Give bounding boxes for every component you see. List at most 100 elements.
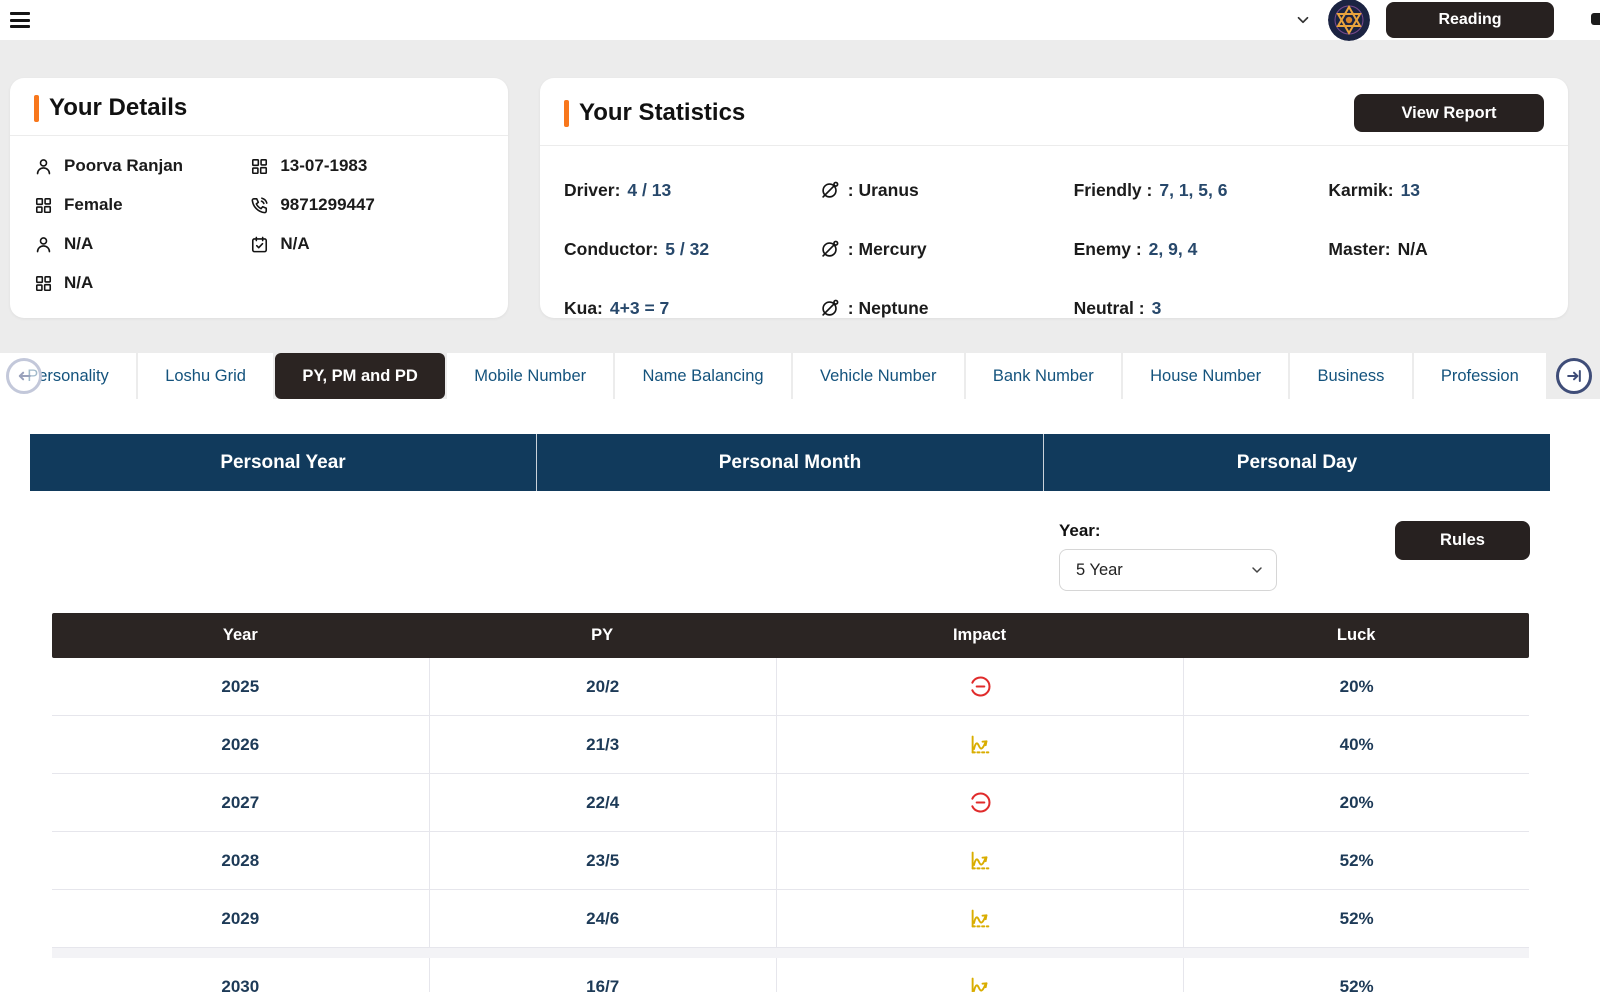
cell-py: 22/4 <box>428 774 776 831</box>
tab-py-pm-and-pd[interactable]: PY, PM and PD <box>275 353 446 399</box>
detail-item-text: 9871299447 <box>280 195 375 214</box>
detail-item-text: 13-07-1983 <box>280 156 368 175</box>
tab-loshu-grid[interactable]: Loshu Grid <box>138 353 274 399</box>
year-range-select[interactable]: 5 Year <box>1059 549 1277 591</box>
cards-row: Your Details Poorva Ranjan 13-07-1983 Fema… <box>0 40 1600 318</box>
scroll-right-icon[interactable] <box>1556 358 1592 394</box>
stat-planet: : Mercury <box>819 237 1074 261</box>
stats-extras-column: Karmik: 13 Master: N/A <box>1328 178 1544 355</box>
section-personal-month[interactable]: Personal Month <box>536 434 1043 491</box>
personal-sections-bar: Personal Year Personal Month Personal Da… <box>30 434 1550 491</box>
tab-mobile-number[interactable]: Mobile Number <box>447 353 614 399</box>
tab-business[interactable]: Business <box>1290 353 1412 399</box>
top-bar: Reading <box>0 0 1600 41</box>
person-icon <box>34 157 53 176</box>
table-body: 2025 20/2 20% 2026 21/3 40% 2027 22/4 20% 2028 23/… <box>52 658 1529 992</box>
phone-icon <box>250 196 269 215</box>
accent-bar <box>34 94 39 122</box>
detail-item: 9871299447 <box>250 195 484 215</box>
statistics-grid: Driver: 4 / 13 Conductor: 5 / 32 Kua: 4+3 = 7… <box>564 178 1544 355</box>
divider <box>10 135 508 136</box>
cell-luck: 20% <box>1183 774 1529 831</box>
cell-py: 20/2 <box>428 658 776 715</box>
avatar[interactable] <box>1328 0 1370 41</box>
detail-item: Poorva Ranjan <box>34 156 250 176</box>
planet-icon <box>819 297 841 319</box>
tab-profession[interactable]: Profession <box>1413 353 1546 399</box>
grid-icon <box>250 157 269 176</box>
negative-impact-icon <box>967 789 994 816</box>
person-icon <box>34 235 53 254</box>
rules-button[interactable]: Rules <box>1395 521 1530 560</box>
tab-vehicle-number[interactable]: Vehicle Number <box>792 353 964 399</box>
stats-metrics-column: Driver: 4 / 13 Conductor: 5 / 32 Kua: 4+3 = 7 <box>564 178 819 355</box>
detail-item: N/A <box>34 273 250 293</box>
detail-item: Female <box>34 195 250 215</box>
cell-year: 2027 <box>221 792 260 812</box>
divider <box>540 145 1568 146</box>
detail-item-text: Female <box>64 195 123 214</box>
section-personal-year[interactable]: Personal Year <box>220 451 346 473</box>
cell-impact <box>775 890 1184 947</box>
hamburger-menu-icon[interactable] <box>10 12 30 28</box>
cell-py: 16/7 <box>428 958 776 992</box>
statistics-card-title: Your Statistics <box>579 99 746 126</box>
stat-planet: : Uranus <box>819 178 1074 202</box>
planet-icon <box>819 179 841 201</box>
positive-impact-icon <box>967 731 994 758</box>
stat-metric: Kua: 4+3 = 7 <box>564 297 670 318</box>
positive-impact-icon <box>967 847 994 874</box>
tab-bar: Personality Loshu Grid PY, PM and PD Mobile… <box>0 353 1600 399</box>
personal-year-table: Year PY Impact Luck 2025 20/2 20% 2026 21/3 4… <box>52 613 1529 992</box>
cell-impact <box>775 832 1184 889</box>
accent-bar <box>564 99 569 127</box>
tab-bank-number[interactable]: Bank Number <box>965 353 1121 399</box>
planet-icon <box>819 238 841 260</box>
cell-impact <box>775 658 1184 715</box>
tabs-list: Personality Loshu Grid PY, PM and PD Mobile… <box>0 353 1600 399</box>
stat-metric: Conductor: 5 / 32 <box>564 238 710 259</box>
details-card-title: Your Details <box>49 94 188 121</box>
cell-year: 2029 <box>221 908 260 928</box>
section-personal-day[interactable]: Personal Day <box>1043 434 1550 491</box>
cell-luck: 52% <box>1183 890 1529 947</box>
stat-relation: Enemy :2, 9, 4 <box>1073 238 1198 259</box>
table-row: 2027 22/4 20% <box>52 774 1529 832</box>
view-report-button[interactable]: View Report <box>1354 94 1544 132</box>
cell-luck: 40% <box>1183 716 1529 773</box>
cell-luck: 52% <box>1183 832 1529 889</box>
your-details-card: Your Details Poorva Ranjan 13-07-1983 Fema… <box>10 78 508 318</box>
edge-partial-element <box>1591 13 1600 25</box>
cell-impact <box>775 958 1184 992</box>
calendar-check-icon <box>250 235 269 254</box>
cell-py: 23/5 <box>428 832 776 889</box>
detail-item-text: N/A <box>64 234 94 253</box>
detail-item: 13-07-1983 <box>250 156 484 176</box>
chevron-down-icon[interactable] <box>1294 11 1312 29</box>
table-row: 2026 21/3 40% <box>52 716 1529 774</box>
stat-extra: Master: N/A <box>1328 238 1428 259</box>
detail-item: N/A <box>250 234 484 254</box>
detail-item-text: Poorva Ranjan <box>64 156 184 175</box>
grid-icon <box>34 196 53 215</box>
tab-house-number[interactable]: House Number <box>1122 353 1289 399</box>
table-row: 2028 23/5 52% <box>52 832 1529 890</box>
cell-year: 2030 <box>221 976 260 992</box>
controls-row: Year: 5 Year Rules <box>0 521 1600 591</box>
cell-impact <box>775 774 1184 831</box>
stat-metric: Driver: 4 / 13 <box>564 179 672 200</box>
stats-relations-column: Friendly :7, 1, 5, 6 Enemy :2, 9, 4 Neutra… <box>1074 178 1329 355</box>
stats-planets-column: : Uranus: Mercury: Neptune <box>819 178 1074 355</box>
details-list: Poorva Ranjan 13-07-1983 Female 9871299447 N… <box>34 156 484 293</box>
cell-py: 21/3 <box>428 716 776 773</box>
reading-button[interactable]: Reading <box>1386 2 1554 38</box>
cell-luck: 52% <box>1183 958 1529 992</box>
stat-relation: Friendly :7, 1, 5, 6 <box>1073 179 1228 200</box>
content-panel: Personal Year Personal Month Personal Da… <box>0 399 1600 992</box>
tab-name-balancing[interactable]: Name Balancing <box>615 353 791 399</box>
header-year: Year <box>222 626 258 644</box>
detail-item: N/A <box>34 234 250 254</box>
header-luck: Luck <box>1336 626 1376 644</box>
grid-icon <box>34 274 53 293</box>
scroll-left-icon[interactable] <box>6 358 42 394</box>
